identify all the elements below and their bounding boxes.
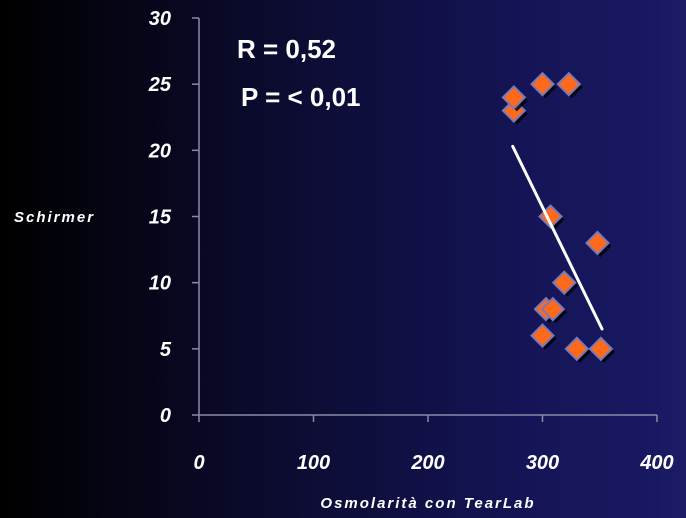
y-ticks: 0 5 10 15 20 25 30 [148, 8, 199, 427]
y-tick-label: 15 [149, 207, 172, 229]
data-point [564, 336, 591, 363]
x-tick-label: 200 [410, 452, 444, 474]
annotation-r: R = 0,52 [237, 34, 336, 64]
y-axis-title: Schirmer [14, 209, 95, 226]
annotation-p: P = < 0,01 [241, 82, 361, 112]
y-tick-label: 30 [149, 8, 171, 30]
x-tick-label: 0 [193, 452, 204, 474]
x-axis-title: Osmolarità con TearLab [320, 495, 535, 512]
y-tick-label: 25 [148, 74, 172, 96]
data-point [530, 71, 557, 99]
data-point [556, 71, 583, 99]
data-point [530, 323, 557, 350]
x-ticks: 0 100 200 300 400 [193, 415, 674, 474]
data-points [501, 71, 615, 363]
y-tick-label: 5 [160, 339, 172, 361]
data-point [588, 336, 615, 363]
data-point [585, 230, 612, 257]
axes [198, 18, 657, 416]
trendline [511, 144, 604, 331]
data-point [551, 270, 579, 297]
y-tick-label: 0 [160, 405, 171, 427]
data-point [501, 84, 528, 112]
x-tick-label: 100 [297, 452, 330, 474]
x-tick-label: 300 [526, 452, 559, 474]
data-point [540, 296, 567, 324]
y-tick-label: 10 [149, 273, 171, 295]
x-tick-label: 400 [639, 452, 673, 474]
y-tick-label: 20 [148, 140, 171, 162]
